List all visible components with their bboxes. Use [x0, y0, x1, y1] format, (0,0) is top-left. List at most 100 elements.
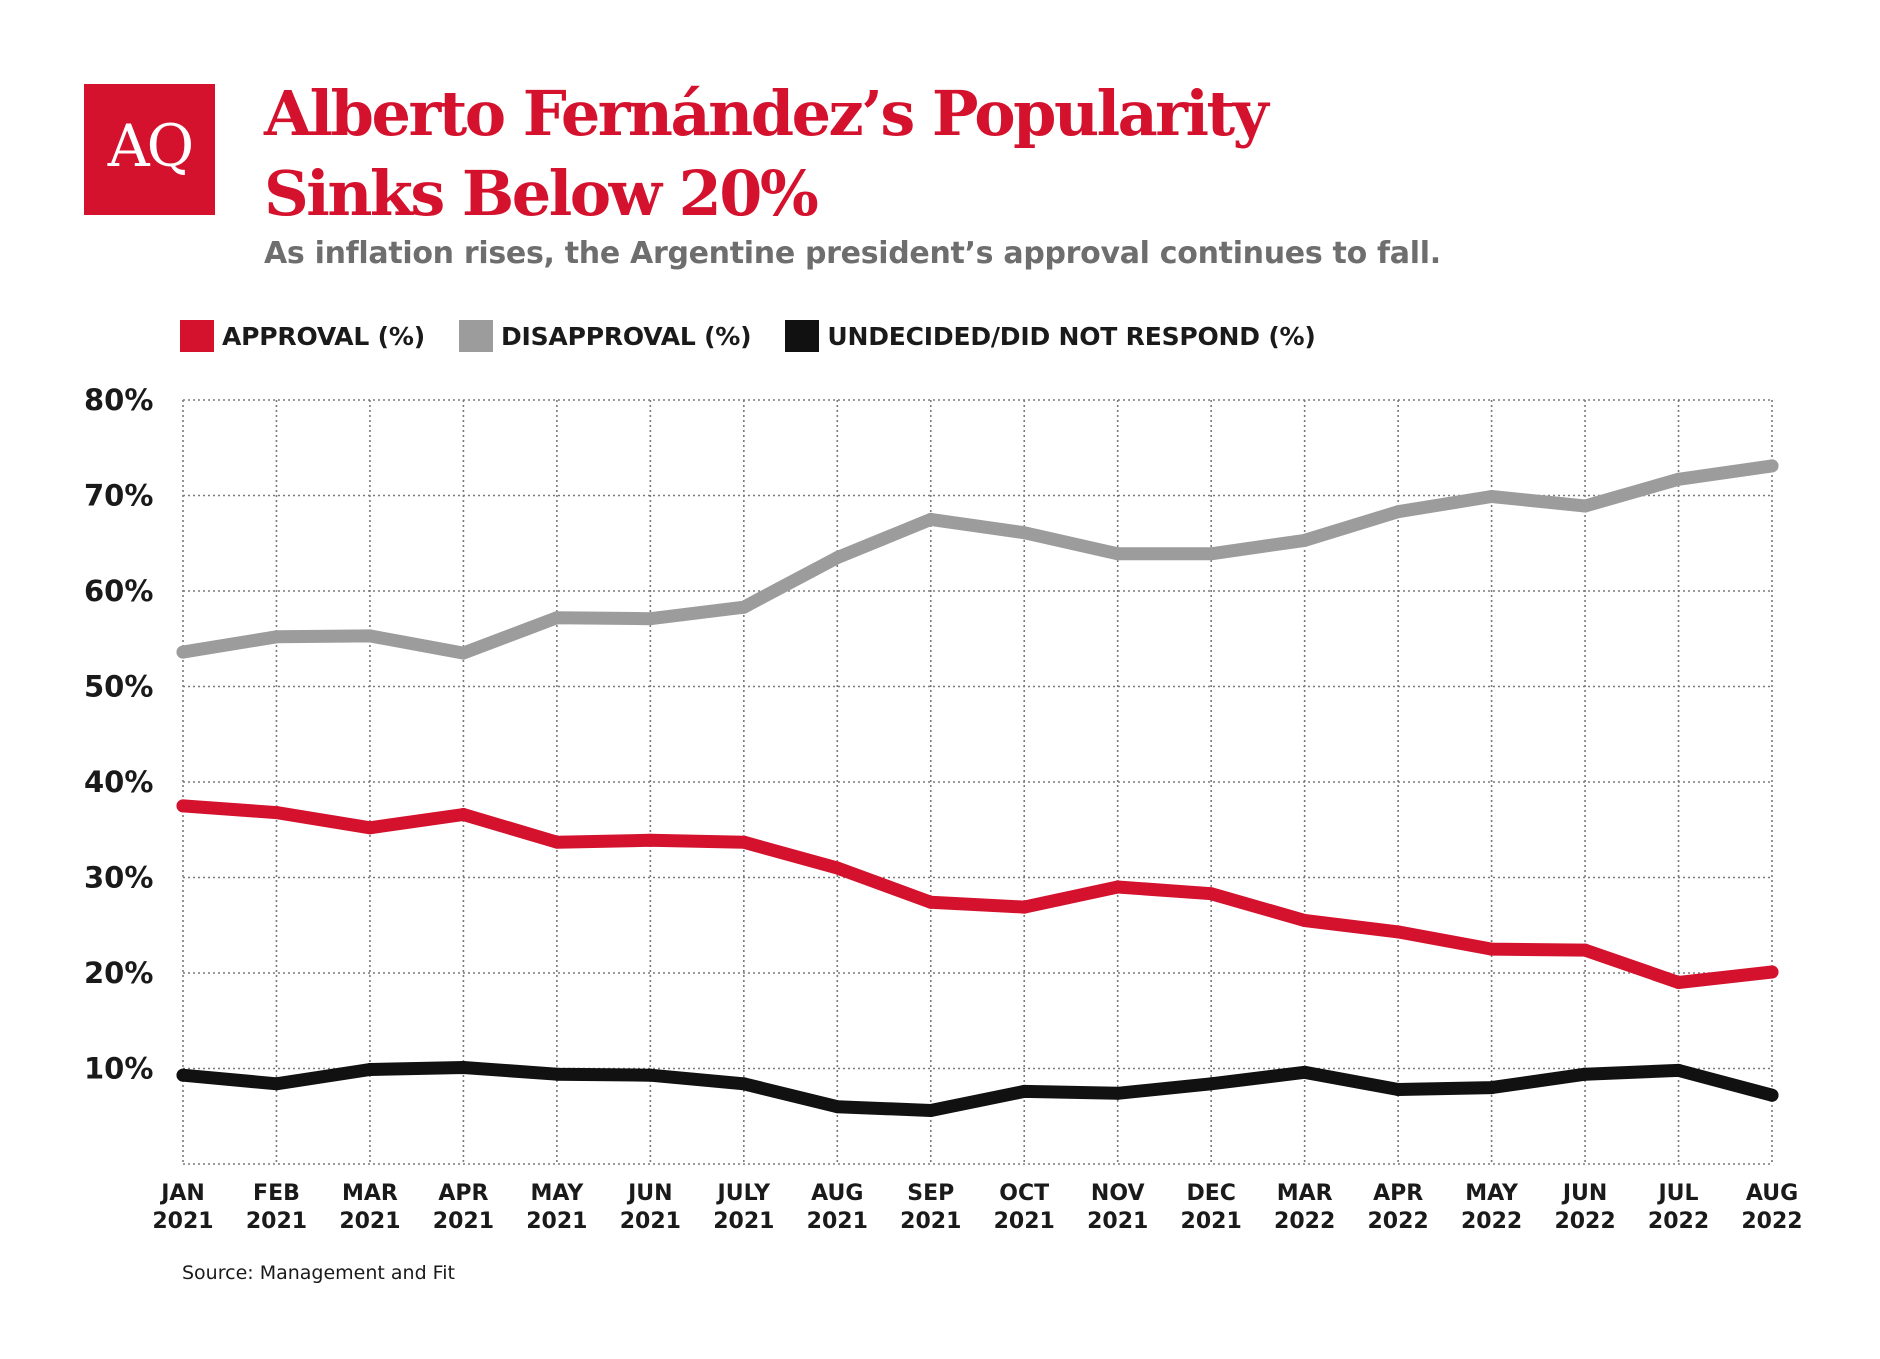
disapproval-point	[456, 646, 470, 660]
approval-point	[1672, 976, 1686, 990]
aq-logo-text: AQ	[107, 112, 194, 180]
disapproval-line	[176, 459, 1779, 660]
x-tick-label-month: DEC	[1186, 1181, 1235, 1206]
undecided-point	[1017, 1084, 1031, 1098]
disapproval-point	[1578, 499, 1592, 513]
x-tick-label-month: OCT	[999, 1181, 1049, 1206]
disapproval-point	[269, 630, 283, 644]
undecided-point	[176, 1068, 190, 1082]
legend-swatch-undecided	[785, 320, 820, 352]
approval-point	[830, 861, 844, 875]
undecided-point	[1765, 1088, 1779, 1102]
y-tick-label: 80%	[84, 383, 153, 417]
y-tick-label: 40%	[84, 765, 153, 799]
legend-item-undecided: UNDECIDED/DID NOT RESPOND (%)	[785, 320, 1316, 352]
x-tick-label-year: 2021	[339, 1209, 400, 1234]
disapproval-point	[550, 611, 564, 625]
approval-point	[737, 835, 751, 849]
x-tick-label-month: MAR	[342, 1181, 398, 1206]
x-tick-label-month: MAY	[1465, 1181, 1519, 1206]
legend-item-disapproval: DISAPPROVAL (%)	[458, 320, 752, 352]
x-tick-label-month: MAR	[1277, 1181, 1333, 1206]
x-tick-label-year: 2022	[1554, 1209, 1615, 1234]
approval-point	[550, 835, 564, 849]
disapproval-point	[1017, 526, 1031, 540]
x-tick-label-year: 2021	[807, 1209, 868, 1234]
approval-point	[456, 807, 470, 821]
x-tick-label-month: JAN	[159, 1181, 205, 1206]
undecided-point	[1298, 1065, 1312, 1079]
disapproval-point	[643, 612, 657, 626]
x-tick-label-year: 2022	[1741, 1209, 1802, 1234]
disapproval-point	[1204, 547, 1218, 561]
approval-point	[363, 821, 377, 835]
approval-point	[269, 806, 283, 820]
undecided-point	[456, 1061, 470, 1075]
disapproval-point	[1485, 489, 1499, 503]
x-tick-label-year: 2021	[433, 1209, 494, 1234]
chart-title: Alberto Fernández’s Popularity Sinks Bel…	[264, 74, 1269, 234]
x-tick-label-year: 2022	[1368, 1209, 1429, 1234]
undecided-point	[550, 1067, 564, 1081]
approval-point	[1485, 942, 1499, 956]
x-tick-label-year: 2021	[246, 1209, 307, 1234]
x-tick-label-month: AUG	[1746, 1181, 1798, 1206]
legend-swatch-approval	[180, 320, 214, 352]
x-tick-label-month: APR	[438, 1181, 488, 1206]
disapproval-point	[830, 551, 844, 565]
y-tick-label: 30%	[84, 861, 153, 895]
approval-point	[1298, 913, 1312, 927]
x-tick-label-month: NOV	[1091, 1181, 1145, 1206]
undecided-point	[924, 1104, 938, 1118]
chart-title-line-1: Alberto Fernández’s Popularity	[264, 77, 1269, 150]
legend-label-disapproval: DISAPPROVAL (%)	[500, 321, 752, 351]
x-tick-label-year: 2021	[713, 1209, 774, 1234]
x-tick-label-year: 2021	[900, 1209, 961, 1234]
x-tick-label-month: FEB	[253, 1181, 300, 1206]
legend-label-approval: APPROVAL (%)	[222, 321, 425, 351]
disapproval-point	[737, 600, 751, 614]
x-tick-label-year: 2022	[1461, 1209, 1522, 1234]
approval-point	[643, 833, 657, 847]
chart-legend: APPROVAL (%) DISAPPROVAL (%) UNDECIDED/D…	[180, 320, 1350, 352]
undecided-point	[363, 1062, 377, 1076]
y-tick-label: 60%	[84, 574, 153, 608]
x-tick-label-year: 2021	[526, 1209, 587, 1234]
y-tick-label: 20%	[84, 956, 153, 990]
x-tick-label-month: MAY	[531, 1181, 585, 1206]
approval-point	[1391, 925, 1405, 939]
undecided-point	[269, 1077, 283, 1091]
x-tick-label-month: APR	[1373, 1181, 1423, 1206]
x-tick-label-year: 2021	[1087, 1209, 1148, 1234]
y-tick-label: 70%	[84, 479, 153, 513]
x-tick-label-year: 2022	[1274, 1209, 1335, 1234]
disapproval-point	[1111, 547, 1125, 561]
x-tick-label-month: JUL	[1656, 1181, 1698, 1206]
chart-title-line-2: Sinks Below 20%	[264, 157, 819, 230]
approval-point	[1578, 943, 1592, 957]
disapproval-point	[1765, 459, 1779, 473]
x-tick-label-month: JULY	[716, 1181, 772, 1206]
undecided-point	[1672, 1063, 1686, 1077]
approval-point	[1204, 887, 1218, 901]
y-tick-label: 50%	[84, 670, 153, 704]
legend-swatch-disapproval	[458, 320, 493, 352]
legend-item-approval: APPROVAL (%)	[180, 320, 425, 352]
approval-point	[924, 895, 938, 909]
undecided-point	[830, 1100, 844, 1114]
x-tick-label-year: 2021	[1181, 1209, 1242, 1234]
approval-point	[176, 799, 190, 813]
disapproval-point	[363, 629, 377, 643]
undecided-point	[1391, 1083, 1405, 1097]
undecided-point	[737, 1077, 751, 1091]
approval-point	[1111, 880, 1125, 894]
disapproval-point	[1672, 472, 1686, 486]
legend-label-undecided: UNDECIDED/DID NOT RESPOND (%)	[827, 321, 1316, 351]
disapproval-point	[176, 645, 190, 659]
x-tick-label-month: JUN	[1561, 1181, 1607, 1206]
y-tick-label: 10%	[84, 1052, 153, 1086]
undecided-line	[176, 1061, 1779, 1117]
x-tick-label-year: 2021	[152, 1209, 213, 1234]
undecided-point	[1578, 1067, 1592, 1081]
